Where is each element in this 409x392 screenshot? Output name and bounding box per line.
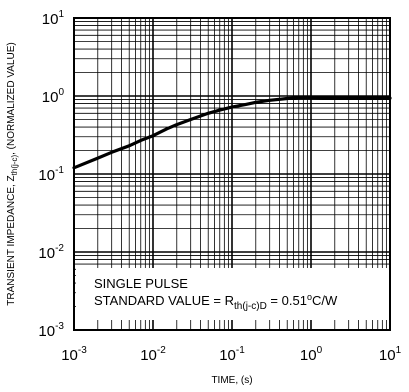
annotation-standard-value: STANDARD VALUE = Rth(j-c)D = 0.51oC/W	[94, 292, 338, 312]
y-tick-label: 100	[42, 87, 65, 106]
x-tick-label: 10-1	[219, 345, 245, 364]
annotation-box	[76, 268, 394, 320]
x-tick-label: 101	[379, 345, 402, 364]
y-tick-label: 10-2	[38, 243, 64, 262]
series-line	[72, 96, 392, 170]
plot-frame	[73, 17, 391, 331]
y-axis-label: TRANSIENT IMPEDANCE, Zth(j-c), (NORMALIZ…	[6, 42, 19, 305]
series	[72, 96, 392, 170]
annotation: SINGLE PULSE STANDARD VALUE = Rth(j-c)D …	[94, 276, 338, 312]
tick-labels: 10-3 10-2 10-1 100 101 101 100 10-1 10-2 10-3	[38, 9, 401, 364]
x-axis-label: TIME, (s)	[211, 375, 252, 386]
y-tick-label: 101	[42, 9, 65, 28]
y-tick-label: 10-1	[38, 165, 64, 184]
annotation-single-pulse: SINGLE PULSE	[94, 276, 188, 291]
y-tick-label: 10-3	[38, 321, 64, 340]
x-tick-label: 100	[300, 345, 323, 364]
x-tick-label: 10-2	[140, 345, 166, 364]
x-tick-label: 10-3	[61, 345, 87, 364]
